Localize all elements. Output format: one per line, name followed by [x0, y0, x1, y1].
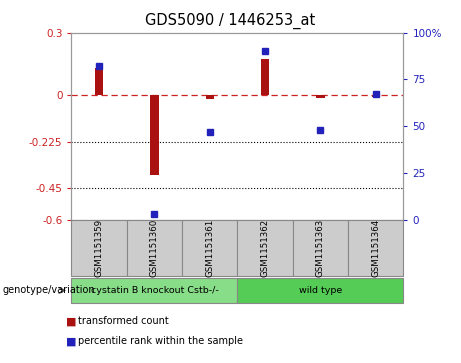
Text: ■: ■ [66, 316, 77, 326]
Text: GSM1151359: GSM1151359 [95, 219, 104, 277]
Bar [206, 95, 214, 99]
Text: ■: ■ [66, 336, 77, 346]
Text: GDS5090 / 1446253_at: GDS5090 / 1446253_at [145, 13, 316, 29]
Bar [95, 68, 103, 95]
Text: GSM1151363: GSM1151363 [316, 219, 325, 277]
Text: GSM1151362: GSM1151362 [260, 219, 270, 277]
Text: GSM1151360: GSM1151360 [150, 219, 159, 277]
Text: genotype/variation: genotype/variation [2, 285, 95, 295]
Text: percentile rank within the sample: percentile rank within the sample [78, 336, 243, 346]
Bar [372, 95, 380, 97]
Bar [316, 95, 325, 98]
Text: transformed count: transformed count [78, 316, 169, 326]
Text: GSM1151364: GSM1151364 [371, 219, 380, 277]
Bar [261, 59, 269, 95]
Text: GSM1151361: GSM1151361 [205, 219, 214, 277]
Bar [150, 95, 159, 175]
Text: wild type: wild type [299, 286, 342, 295]
Text: cystatin B knockout Cstb-/-: cystatin B knockout Cstb-/- [90, 286, 219, 295]
